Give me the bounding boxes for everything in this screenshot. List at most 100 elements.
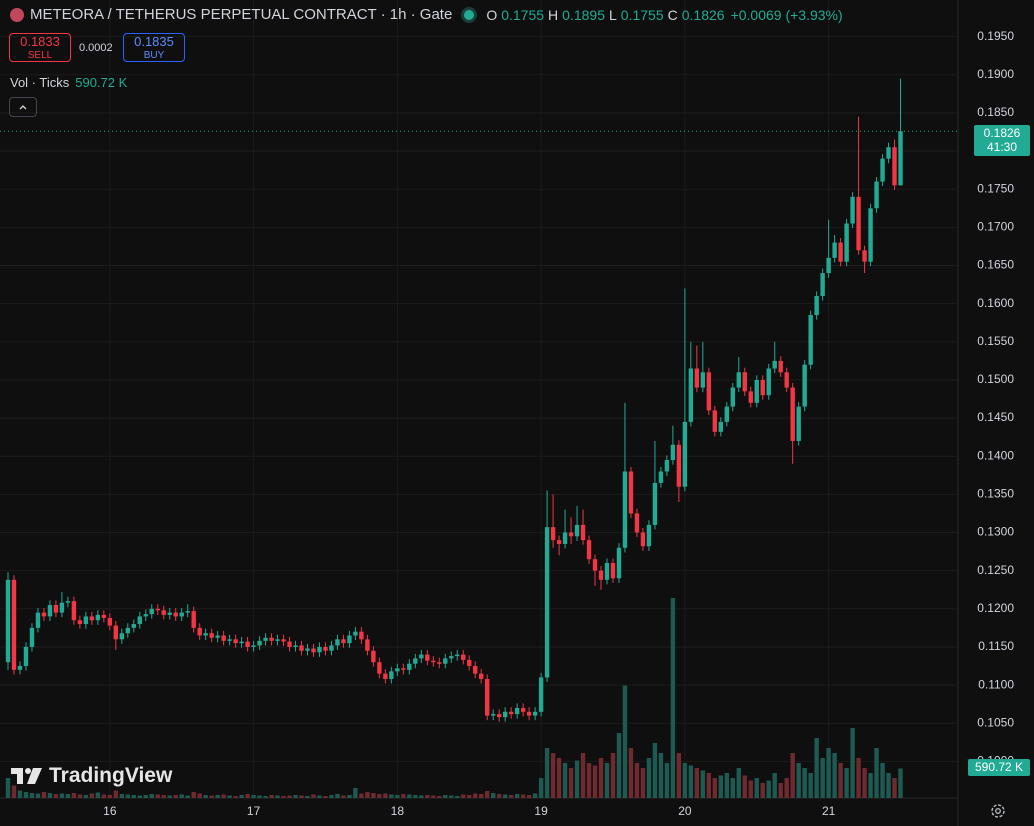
volume-bar (832, 753, 837, 798)
candle-body (628, 471, 634, 514)
candle-body (784, 372, 789, 388)
volume-bar (850, 728, 855, 798)
volume-bar (251, 795, 256, 798)
collapse-button[interactable] (9, 97, 37, 117)
volume-bar (11, 785, 17, 798)
symbol-title: METEORA / TETHERUS PERPETUAL CONTRACT · … (30, 6, 453, 23)
volume-bar (502, 794, 508, 798)
volume-bar (29, 793, 35, 798)
candle-body (425, 654, 430, 661)
brand-logo: TradingView (10, 764, 172, 788)
volume-bar (892, 778, 897, 798)
volume-bar (341, 795, 346, 798)
candle-body (383, 673, 388, 679)
candle-body (407, 663, 412, 670)
y-tick-label: 0.1400 (977, 448, 1014, 462)
candle-body (700, 372, 706, 388)
volume-bar (455, 796, 460, 798)
volume-bar (287, 795, 292, 798)
volume-bar (407, 794, 412, 798)
buy-button[interactable]: 0.1835 BUY (123, 33, 185, 62)
volume-bar (353, 788, 358, 798)
volume-bar (305, 796, 310, 798)
candle-body (161, 610, 166, 615)
volume-bar (359, 793, 364, 798)
sell-label: SELL (27, 50, 53, 61)
volume-bar (700, 770, 706, 798)
volume-bar (592, 765, 598, 798)
volume-bar (640, 768, 646, 798)
y-tick-label: 0.1950 (977, 29, 1014, 43)
volume-bar (868, 773, 873, 798)
settings-icon[interactable] (991, 804, 1005, 818)
y-tick-label: 0.1500 (977, 372, 1014, 386)
volume-bar (748, 780, 753, 798)
volume-bar (634, 763, 640, 798)
sell-button[interactable]: 0.1833 SELL (9, 33, 71, 62)
candle-body (473, 666, 478, 674)
candle-body (71, 601, 77, 621)
volume-bar (113, 790, 119, 798)
volume-bar (718, 775, 724, 798)
volume-bar (880, 763, 885, 798)
candle-body (137, 616, 142, 625)
candle-body (377, 662, 382, 674)
candle-body (772, 360, 777, 369)
volume-bar (520, 794, 526, 798)
candle-body (347, 635, 352, 644)
y-tick-label: 0.1250 (977, 563, 1014, 577)
volume-bar (59, 793, 65, 798)
volume-bar (83, 795, 89, 798)
candle-body (155, 608, 160, 611)
candle-body (868, 208, 873, 262)
volume-bar (760, 783, 765, 798)
volume-bar (65, 794, 71, 798)
volume-bar (802, 768, 807, 798)
volume-bar (317, 795, 322, 798)
candle-body (437, 662, 442, 664)
ohlc-value: 0.1755 (501, 6, 545, 23)
volume-bar (299, 795, 304, 798)
volume-bar (610, 753, 616, 798)
ohlc-label: O (486, 6, 498, 23)
candle-body (173, 612, 178, 617)
volume-bar (580, 753, 586, 798)
candle-body (131, 624, 136, 628)
volume-bar (479, 794, 484, 798)
candle-body (5, 579, 11, 663)
candle-body (496, 714, 502, 718)
candle-body (844, 223, 849, 262)
volume-bar (173, 795, 178, 798)
candle-body (742, 372, 747, 392)
volume-bar (203, 795, 208, 798)
volume-bar (550, 753, 556, 798)
ohlc-value: 0.1755 (620, 6, 664, 23)
candle-body (556, 540, 562, 544)
volume-bar (712, 778, 718, 798)
volume-bar (449, 795, 454, 798)
indicator-legend: Vol · Ticks 590.72 K (10, 75, 127, 90)
volume-bar (664, 763, 670, 798)
y-tick-label: 0.1150 (978, 639, 1014, 653)
volume-bar (437, 796, 442, 798)
last-price-label: 0.1826 (983, 126, 1021, 140)
candle-body (353, 631, 358, 636)
volume-bar (95, 792, 101, 798)
y-tick-label: 0.1050 (977, 715, 1014, 729)
candle-body (568, 532, 574, 537)
candle-body (550, 527, 556, 541)
candle-body (754, 379, 759, 403)
candle-body (682, 421, 688, 487)
volume-bar (5, 778, 11, 798)
volume-bar (197, 793, 202, 798)
candle-body (365, 639, 370, 651)
volume-bar (47, 793, 53, 798)
candle-body (47, 604, 53, 617)
volume-bar (323, 796, 328, 798)
candle-body (778, 360, 783, 373)
volume-bar (335, 794, 340, 798)
candle-body (191, 611, 196, 628)
volume-bar (652, 743, 658, 798)
volume-bar (856, 758, 861, 798)
